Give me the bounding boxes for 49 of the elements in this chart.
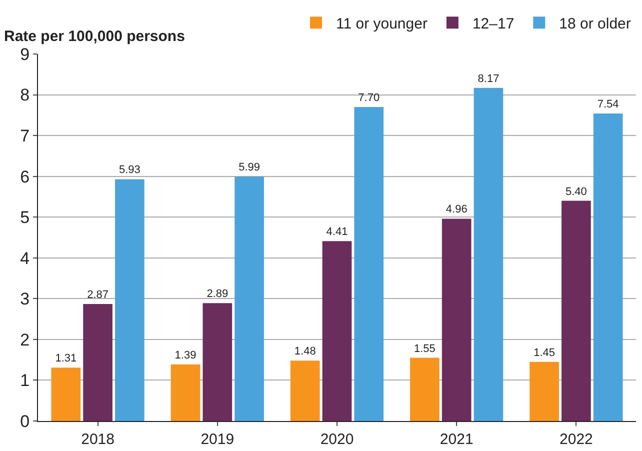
text: 8.17 [478, 72, 500, 85]
bar [51, 368, 81, 421]
y-tick-label: 3 [20, 290, 30, 309]
y-axis-title: Rate per 100,000 persons [4, 28, 185, 45]
x-tick-label: 2019 [200, 431, 234, 448]
text: 1.48 [294, 346, 316, 358]
bar [474, 88, 504, 421]
bar [442, 218, 472, 421]
text: 1.45 [534, 346, 556, 359]
bar [290, 360, 320, 421]
text: 5.99 [238, 162, 260, 174]
x-tick-label: 2018 [81, 431, 114, 448]
text: 1.31 [55, 352, 77, 365]
bar [170, 364, 200, 421]
bar [83, 304, 112, 421]
x-tick-label: 2022 [560, 431, 593, 448]
y-tick-label: 8 [20, 86, 30, 105]
text: 5.93 [118, 164, 140, 176]
x-tick-label: 2021 [440, 431, 474, 448]
y-tick-label: 9 [20, 44, 30, 64]
legend-label: 11 or younger [336, 15, 428, 32]
bar [562, 200, 591, 421]
y-tick-label: 7 [20, 126, 30, 146]
text: 2.89 [206, 288, 228, 300]
y-tick-label: 5 [20, 208, 30, 228]
bar [530, 362, 559, 421]
text: 2.87 [87, 288, 109, 301]
text: 1.39 [174, 349, 196, 362]
bar [234, 176, 264, 421]
x-tick-label: 2020 [320, 431, 354, 448]
y-tick-label: 6 [20, 167, 30, 186]
y-tick-label: 0 [20, 412, 30, 431]
y-tick-label: 4 [20, 248, 30, 268]
text: 1.55 [414, 342, 436, 355]
legend-label: 12–17 [472, 15, 514, 32]
text: 7.54 [597, 98, 619, 111]
bar [410, 358, 440, 421]
legend-label: 18 or older [559, 15, 631, 32]
bar [354, 107, 384, 421]
text: 7.70 [358, 92, 380, 104]
bar [322, 241, 352, 421]
text: 4.41 [326, 226, 348, 238]
y-tick-label: 2 [20, 330, 30, 350]
y-tick-label: 1 [20, 371, 30, 390]
bar [115, 179, 144, 421]
bar [202, 303, 232, 421]
text: 5.40 [565, 186, 587, 198]
bar [593, 114, 623, 421]
text: 4.96 [446, 204, 468, 216]
